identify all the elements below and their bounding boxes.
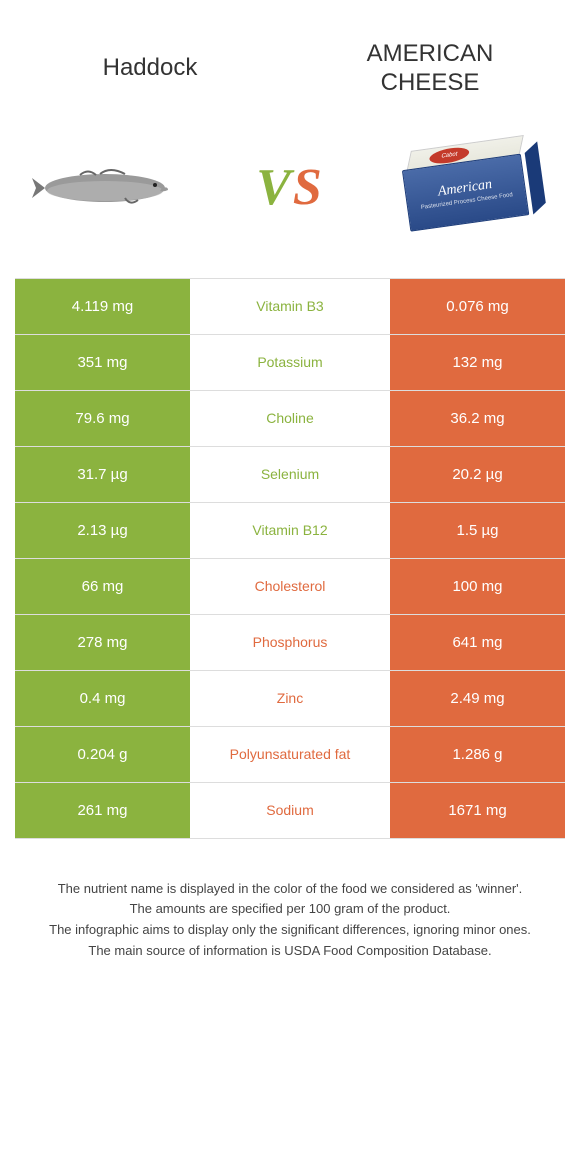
images-row: VS Cabot American Pasteurized Process Ch… bbox=[0, 118, 580, 278]
right-food-title: American cheese bbox=[330, 40, 530, 98]
right-value-cell: 100 mg bbox=[390, 559, 565, 614]
footer-line-1: The nutrient name is displayed in the co… bbox=[30, 879, 550, 900]
footer-line-2: The amounts are specified per 100 gram o… bbox=[30, 899, 550, 920]
table-row: 351 mgPotassium132 mg bbox=[15, 335, 565, 391]
right-value-cell: 1.5 µg bbox=[390, 503, 565, 558]
fish-icon bbox=[30, 158, 190, 218]
right-value-cell: 0.076 mg bbox=[390, 279, 565, 334]
left-value-cell: 4.119 mg bbox=[15, 279, 190, 334]
footer-notes: The nutrient name is displayed in the co… bbox=[30, 879, 550, 962]
haddock-image bbox=[30, 128, 190, 248]
table-row: 79.6 mgCholine36.2 mg bbox=[15, 391, 565, 447]
table-row: 0.4 mgZinc2.49 mg bbox=[15, 671, 565, 727]
left-value-cell: 79.6 mg bbox=[15, 391, 190, 446]
nutrient-name-cell: Zinc bbox=[190, 671, 390, 726]
table-row: 261 mgSodium1671 mg bbox=[15, 783, 565, 839]
cheese-box-icon: Cabot American Pasteurized Process Chees… bbox=[399, 134, 540, 241]
right-value-cell: 20.2 µg bbox=[390, 447, 565, 502]
left-value-cell: 261 mg bbox=[15, 783, 190, 838]
left-food-title: Haddock bbox=[50, 54, 250, 83]
table-row: 4.119 mgVitamin B30.076 mg bbox=[15, 279, 565, 335]
nutrient-name-cell: Potassium bbox=[190, 335, 390, 390]
left-value-cell: 31.7 µg bbox=[15, 447, 190, 502]
cheese-image: Cabot American Pasteurized Process Chees… bbox=[390, 128, 550, 248]
right-value-cell: 2.49 mg bbox=[390, 671, 565, 726]
right-value-cell: 1.286 g bbox=[390, 727, 565, 782]
right-value-cell: 1671 mg bbox=[390, 783, 565, 838]
left-value-cell: 66 mg bbox=[15, 559, 190, 614]
table-row: 278 mgPhosphorus641 mg bbox=[15, 615, 565, 671]
right-value-cell: 36.2 mg bbox=[390, 391, 565, 446]
left-value-cell: 2.13 µg bbox=[15, 503, 190, 558]
right-value-cell: 132 mg bbox=[390, 335, 565, 390]
nutrient-name-cell: Selenium bbox=[190, 447, 390, 502]
vs-v-letter: V bbox=[256, 159, 293, 216]
left-value-cell: 278 mg bbox=[15, 615, 190, 670]
table-row: 66 mgCholesterol100 mg bbox=[15, 559, 565, 615]
table-row: 31.7 µgSelenium20.2 µg bbox=[15, 447, 565, 503]
left-value-cell: 0.204 g bbox=[15, 727, 190, 782]
nutrient-name-cell: Vitamin B12 bbox=[190, 503, 390, 558]
right-value-cell: 641 mg bbox=[390, 615, 565, 670]
nutrient-name-cell: Polyunsaturated fat bbox=[190, 727, 390, 782]
footer-line-3: The infographic aims to display only the… bbox=[30, 920, 550, 941]
table-row: 2.13 µgVitamin B121.5 µg bbox=[15, 503, 565, 559]
vs-badge: VS bbox=[256, 158, 324, 217]
nutrient-table: 4.119 mgVitamin B30.076 mg351 mgPotassiu… bbox=[15, 278, 565, 839]
nutrient-name-cell: Vitamin B3 bbox=[190, 279, 390, 334]
nutrient-name-cell: Cholesterol bbox=[190, 559, 390, 614]
nutrient-name-cell: Phosphorus bbox=[190, 615, 390, 670]
nutrient-name-cell: Sodium bbox=[190, 783, 390, 838]
footer-line-4: The main source of information is USDA F… bbox=[30, 941, 550, 962]
left-value-cell: 0.4 mg bbox=[15, 671, 190, 726]
vs-s-letter: S bbox=[293, 159, 324, 216]
nutrient-name-cell: Choline bbox=[190, 391, 390, 446]
table-row: 0.204 gPolyunsaturated fat1.286 g bbox=[15, 727, 565, 783]
left-value-cell: 351 mg bbox=[15, 335, 190, 390]
comparison-header: Haddock American cheese bbox=[0, 0, 580, 118]
